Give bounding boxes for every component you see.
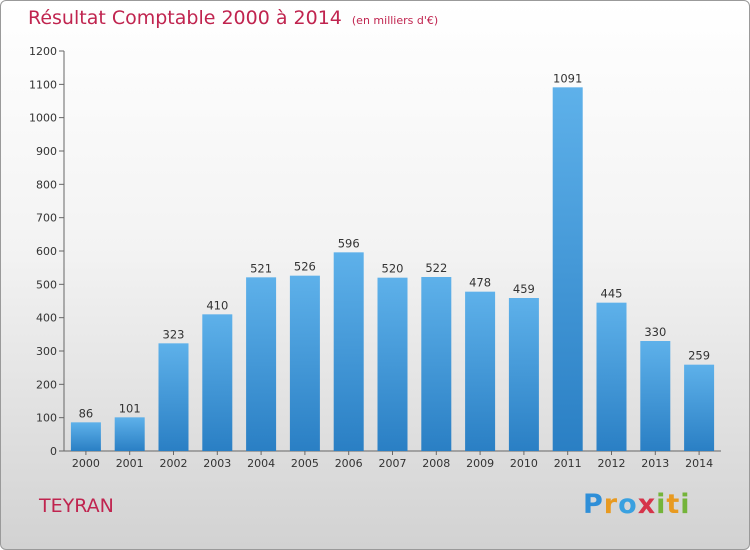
value-label-2004: 521: [250, 261, 272, 275]
logo-letter: i: [656, 489, 667, 520]
y-tick-label: 0: [50, 445, 57, 458]
x-tick-label-2011: 2011: [554, 457, 582, 470]
bar-2007[interactable]: [377, 277, 408, 451]
bar-2008[interactable]: [421, 277, 452, 451]
x-tick-label-2003: 2003: [203, 457, 231, 470]
y-tick-label: 100: [36, 412, 57, 425]
bar-2013[interactable]: [640, 341, 671, 451]
bar-2011[interactable]: [552, 87, 583, 451]
value-label-2008: 522: [425, 261, 447, 275]
value-label-2001: 101: [119, 401, 141, 415]
bar-2003[interactable]: [202, 314, 233, 451]
logo-letter: o: [618, 489, 638, 520]
x-tick-label-2014: 2014: [685, 457, 713, 470]
y-tick-label: 900: [36, 145, 57, 158]
y-tick-label: 1100: [29, 78, 57, 91]
x-tick-label-2000: 2000: [72, 457, 100, 470]
y-tick-label: 500: [36, 278, 57, 291]
value-label-2007: 520: [382, 262, 404, 276]
y-tick-label: 1200: [29, 45, 57, 58]
x-tick-label-2002: 2002: [160, 457, 188, 470]
chart-title-text: Résultat Comptable 2000 à 2014: [28, 7, 342, 29]
x-tick-label-2010: 2010: [510, 457, 538, 470]
value-label-2006: 596: [338, 236, 360, 250]
logo-letter: t: [666, 489, 681, 520]
logo-letter: x: [637, 489, 657, 520]
x-tick-label-2013: 2013: [641, 457, 669, 470]
bar-2014[interactable]: [684, 364, 715, 451]
value-label-2003: 410: [206, 298, 228, 312]
y-tick-label: 800: [36, 178, 57, 191]
bar-2004[interactable]: [246, 277, 277, 451]
value-label-2010: 459: [513, 282, 535, 296]
x-tick-label-2009: 2009: [466, 457, 494, 470]
x-tick-label-2008: 2008: [422, 457, 450, 470]
value-label-2013: 330: [644, 325, 666, 339]
logo-letter: r: [603, 489, 619, 520]
bar-2001[interactable]: [114, 417, 145, 451]
bar-2002[interactable]: [158, 343, 189, 451]
logo-letter: i: [680, 489, 691, 520]
y-tick-label: 700: [36, 212, 57, 225]
x-tick-label-2001: 2001: [116, 457, 144, 470]
bar-2009[interactable]: [465, 291, 496, 451]
bar-2012[interactable]: [596, 302, 627, 451]
location-name: TEYRAN: [39, 495, 114, 517]
value-label-2002: 323: [163, 327, 185, 341]
y-tick-label: 200: [36, 378, 57, 391]
bar-2000[interactable]: [70, 422, 101, 451]
x-tick-label-2007: 2007: [379, 457, 407, 470]
bar-2005[interactable]: [289, 275, 320, 451]
y-tick-label: 1000: [29, 112, 57, 125]
proxiti-logo[interactable]: Proxiti: [583, 489, 691, 520]
chart-subtitle: (en milliers d'€): [351, 14, 439, 27]
value-label-2009: 478: [469, 276, 491, 290]
value-label-2014: 259: [688, 349, 710, 363]
value-label-2005: 526: [294, 260, 316, 274]
y-tick-label: 600: [36, 245, 57, 258]
logo-letter: P: [583, 489, 604, 520]
y-tick-label: 400: [36, 312, 57, 325]
x-tick-label-2005: 2005: [291, 457, 319, 470]
x-tick-label-2012: 2012: [598, 457, 626, 470]
x-tick-label-2004: 2004: [247, 457, 275, 470]
value-label-2000: 86: [79, 406, 94, 420]
y-tick-label: 300: [36, 345, 57, 358]
chart-title: Résultat Comptable 2000 à 2014 (en millie…: [28, 7, 438, 29]
value-label-2011: 1091: [553, 71, 582, 85]
bar-2006[interactable]: [333, 252, 364, 451]
value-label-2012: 445: [601, 287, 623, 301]
bar-2010[interactable]: [508, 298, 539, 451]
x-tick-label-2006: 2006: [335, 457, 363, 470]
